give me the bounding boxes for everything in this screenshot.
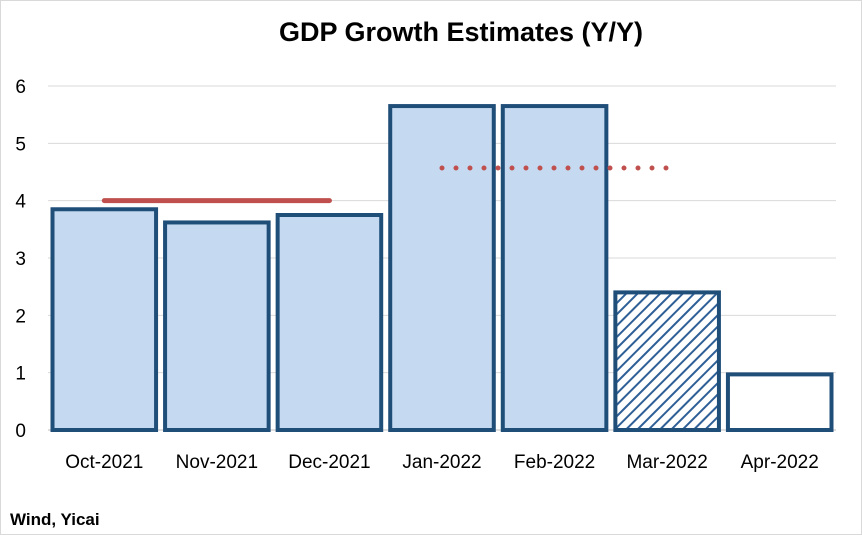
y-tick-label: 5 bbox=[15, 134, 26, 155]
x-tick-label: Dec-2021 bbox=[288, 452, 370, 473]
x-tick-label: Nov-2021 bbox=[176, 452, 258, 473]
y-tick-label: 1 bbox=[15, 364, 26, 385]
x-tick-label: Apr-2022 bbox=[741, 452, 819, 473]
x-tick-label: Oct-2021 bbox=[65, 452, 143, 473]
source-note: Wind, Yicai bbox=[10, 510, 100, 529]
bar-oct-2021 bbox=[50, 207, 159, 432]
y-tick-label: 4 bbox=[15, 192, 26, 213]
y-tick-label: 6 bbox=[15, 77, 26, 98]
y-tick-label: 3 bbox=[15, 249, 26, 270]
x-tick-label: Jan-2022 bbox=[402, 452, 481, 473]
x-tick-label: Feb-2022 bbox=[514, 452, 595, 473]
bar-mar-2022 bbox=[613, 290, 721, 432]
bar-apr-2022 bbox=[725, 372, 834, 432]
x-tick-label: Mar-2022 bbox=[626, 452, 707, 473]
bar-nov-2021 bbox=[163, 220, 271, 432]
bar-layer bbox=[50, 104, 834, 432]
bar-dec-2021 bbox=[275, 213, 384, 432]
reference-lines bbox=[101, 165, 670, 204]
bar-jan-2022 bbox=[388, 104, 496, 432]
y-axis-ticks: 0 1 2 3 4 5 6 bbox=[15, 77, 26, 442]
y-tick-label: 2 bbox=[15, 306, 26, 327]
y-tick-label: 0 bbox=[15, 421, 26, 442]
x-axis-ticks: Oct-2021 Nov-2021 Dec-2021 Jan-2022 Feb-2022… bbox=[65, 452, 819, 473]
chart-title: GDP Growth Estimates (Y/Y) bbox=[279, 17, 643, 47]
bar-feb-2022 bbox=[500, 104, 609, 432]
